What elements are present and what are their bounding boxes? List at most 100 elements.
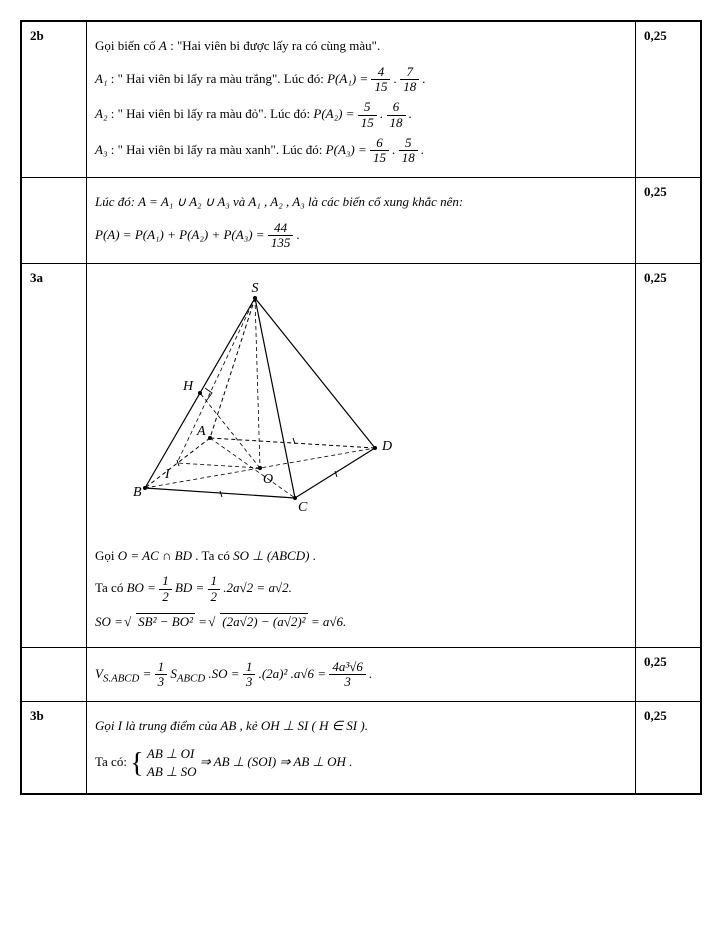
fraction: 1 2 [208, 574, 221, 604]
text-line: A₃ : " Hai viên bi lấy ra màu xanh". Lúc… [95, 136, 627, 166]
numerator: 5 [358, 100, 377, 115]
subscript: S.ABCD [103, 672, 139, 684]
numerator: 4a³√6 [329, 660, 366, 675]
brace-content: AB ⊥ OI AB ⊥ SO [147, 745, 197, 781]
pyramid-svg: S H A B C D O I [105, 278, 405, 528]
text: : " Hai viên bi lấy ra màu đỏ". Lúc đó: [111, 106, 314, 121]
numerator: 1 [243, 660, 256, 675]
fraction: 1 3 [243, 660, 256, 690]
label-C: C [298, 500, 308, 515]
text-line: Lúc đó: A = A₁ ∪ A₂ ∪ A₃ và A₁ , A₂ , A₃… [95, 190, 627, 215]
math: . [369, 666, 372, 681]
denominator: 15 [370, 151, 389, 165]
solution-cell: VS.ABCD = 1 3 SABCD .SO = 1 3 .(2a)² .a√… [87, 647, 636, 702]
fraction: 1 3 [155, 660, 168, 690]
text-line: Gọi O = AC ∩ BD . Ta có SO ⊥ (ABCD) . [95, 544, 627, 569]
text: Ta có [95, 580, 127, 595]
label-O: O [263, 472, 273, 487]
math: AB ⊥ OI [147, 745, 197, 763]
math: BO = [127, 580, 160, 595]
solution-cell: Lúc đó: A = A₁ ∪ A₂ ∪ A₃ và A₁ , A₂ , A₃… [87, 178, 636, 263]
numerator: 6 [387, 100, 406, 115]
math: P(A₂) = [313, 106, 357, 121]
brace-icon: { [130, 751, 143, 776]
denominator: 18 [400, 80, 419, 94]
text-line: SO = SB² − BO² = (2a√2) − (a√2)² = a√6. [95, 610, 627, 635]
label-H: H [182, 379, 194, 394]
radicand: SB² − BO² [136, 613, 195, 629]
math: V [95, 666, 103, 681]
text-line: Ta có: { AB ⊥ OI AB ⊥ SO ⇒ AB ⊥ (SOI) ⇒ … [95, 745, 627, 781]
math: SO ⊥ (ABCD) [233, 548, 309, 563]
text-line: Ta có BO = 1 2 BD = 1 2 .2a√2 = a√2. [95, 574, 627, 604]
label-S: S [252, 281, 259, 296]
denominator: 2 [159, 590, 172, 604]
math: AB ⊥ SO [147, 763, 197, 781]
numerator: 7 [400, 65, 419, 80]
score: 0,25 [636, 702, 701, 794]
label-B: B [133, 485, 142, 500]
fraction: 5 15 [358, 100, 377, 130]
text: : "Hai viên bi được lấy ra có cùng màu". [170, 38, 380, 53]
text-line: Gọi I là trung điểm của AB , kẻ OH ⊥ SI … [95, 714, 627, 739]
text: Gọi [95, 548, 118, 563]
math: BD = [175, 580, 208, 595]
radicand: (2a√2) − (a√2)² [220, 613, 307, 629]
denominator: 18 [399, 151, 418, 165]
solution-cell: Gọi biến cố A : "Hai viên bi được lấy ra… [87, 22, 636, 178]
label-D: D [381, 439, 392, 454]
solution-cell: Gọi I là trung điểm của AB , kẻ OH ⊥ SI … [87, 702, 636, 794]
denominator: 15 [371, 80, 390, 94]
denominator: 3 [155, 675, 168, 689]
label-A: A [196, 424, 206, 439]
text: . Ta có [195, 548, 233, 563]
question-number: 2b [22, 22, 87, 178]
denominator: 3 [329, 675, 366, 689]
numerator: 1 [159, 574, 172, 589]
score: 0,25 [636, 647, 701, 702]
math: = [143, 666, 155, 681]
denominator: 18 [387, 116, 406, 130]
text-line: Gọi biến cố A : "Hai viên bi được lấy ra… [95, 34, 627, 59]
math: SO = [95, 614, 126, 629]
question-number-empty [22, 647, 87, 702]
numerator: 4 [371, 65, 390, 80]
denominator: 2 [208, 590, 221, 604]
math: P(A₃) = [326, 142, 370, 157]
table: 2b Gọi biến cố A : "Hai viên bi được lấy… [21, 21, 701, 794]
math: .2a√2 = a√2. [223, 580, 292, 595]
math: .(2a)² .a√6 = [259, 666, 330, 681]
math: A [159, 38, 167, 53]
subscript: ABCD [177, 672, 205, 684]
solution-cell: S H A B C D O I Gọi O = AC ∩ BD . Ta có … [87, 263, 636, 647]
table-row: 3a [22, 263, 701, 647]
text: : " Hai viên bi lấy ra màu trắng". Lúc đ… [111, 70, 327, 85]
math: A₂ [95, 106, 107, 121]
score: 0,25 [636, 22, 701, 178]
period: . [421, 142, 424, 157]
fraction: 7 18 [400, 65, 419, 95]
answer-table: 2b Gọi biến cố A : "Hai viên bi được lấy… [20, 20, 702, 795]
math: .SO = [208, 666, 242, 681]
question-number-empty [22, 178, 87, 263]
question-number: 3b [22, 702, 87, 794]
numerator: 6 [370, 136, 389, 151]
period: . [297, 227, 300, 242]
score: 0,25 [636, 178, 701, 263]
fraction: 5 18 [399, 136, 418, 166]
question-number: 3a [22, 263, 87, 647]
sqrt: SB² − BO² [126, 610, 195, 635]
pyramid-diagram: S H A B C D O I [105, 278, 627, 532]
score: 0,25 [636, 263, 701, 647]
math: A₃ [95, 142, 107, 157]
table-row: VS.ABCD = 1 3 SABCD .SO = 1 3 .(2a)² .a√… [22, 647, 701, 702]
denominator: 15 [358, 116, 377, 130]
text-line: P(A) = P(A₁) + P(A₂) + P(A₃) = 44 135 . [95, 221, 627, 251]
period: . [313, 548, 316, 563]
math: A₁ [95, 70, 107, 85]
text: : " Hai viên bi lấy ra màu xanh". Lúc đó… [111, 142, 326, 157]
math: P(A) = P(A₁) + P(A₂) + P(A₃) = [95, 227, 268, 242]
text: Gọi biến cố [95, 38, 159, 53]
fraction: 1 2 [159, 574, 172, 604]
sqrt: (2a√2) − (a√2)² [210, 610, 307, 635]
